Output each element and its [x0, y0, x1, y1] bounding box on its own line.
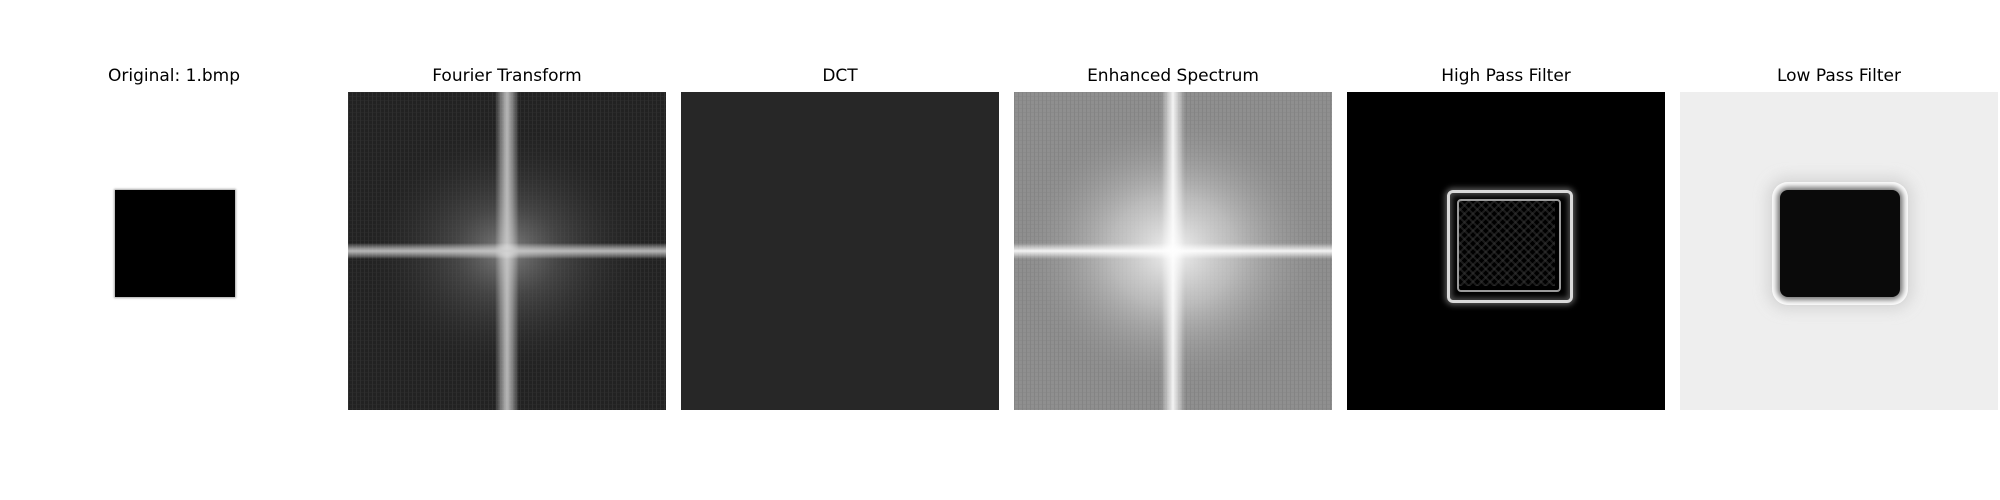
blurred-square [1780, 190, 1900, 297]
black-square [115, 190, 235, 297]
outer-edge-ring [1447, 190, 1573, 303]
panel-title-lowpass: Low Pass Filter [1776, 66, 1901, 86]
dct-image [681, 92, 999, 410]
enhanced-spectrum-image [1014, 92, 1332, 410]
panel-title-highpass: High Pass Filter [1441, 66, 1571, 86]
original-image [15, 92, 333, 410]
fourier-spectrum [348, 92, 666, 410]
edge-texture [1459, 201, 1555, 286]
panel-title-fourier: Fourier Transform [432, 66, 582, 86]
low-pass-filter-image [1680, 92, 1998, 410]
fourier-transform-image [348, 92, 666, 410]
enhanced-spectrum [1014, 92, 1332, 410]
inner-edge-ring [1457, 199, 1561, 292]
high-pass-filter-image [1347, 92, 1665, 410]
panel-title-dct: DCT [822, 66, 858, 86]
panel-title-original: Original: 1.bmp [107, 66, 240, 86]
panel-title-enhanced: Enhanced Spectrum [1087, 66, 1259, 86]
